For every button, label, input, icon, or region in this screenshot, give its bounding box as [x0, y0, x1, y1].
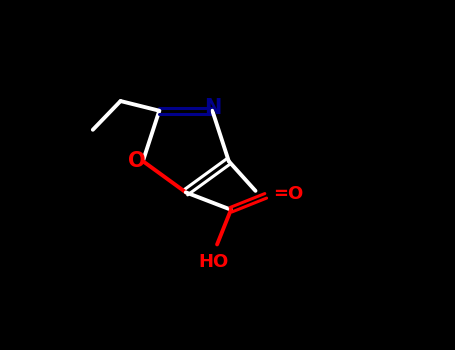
Text: =O: =O: [273, 185, 303, 203]
Text: N: N: [204, 98, 221, 118]
Text: HO: HO: [198, 253, 229, 271]
Text: O: O: [128, 151, 146, 171]
